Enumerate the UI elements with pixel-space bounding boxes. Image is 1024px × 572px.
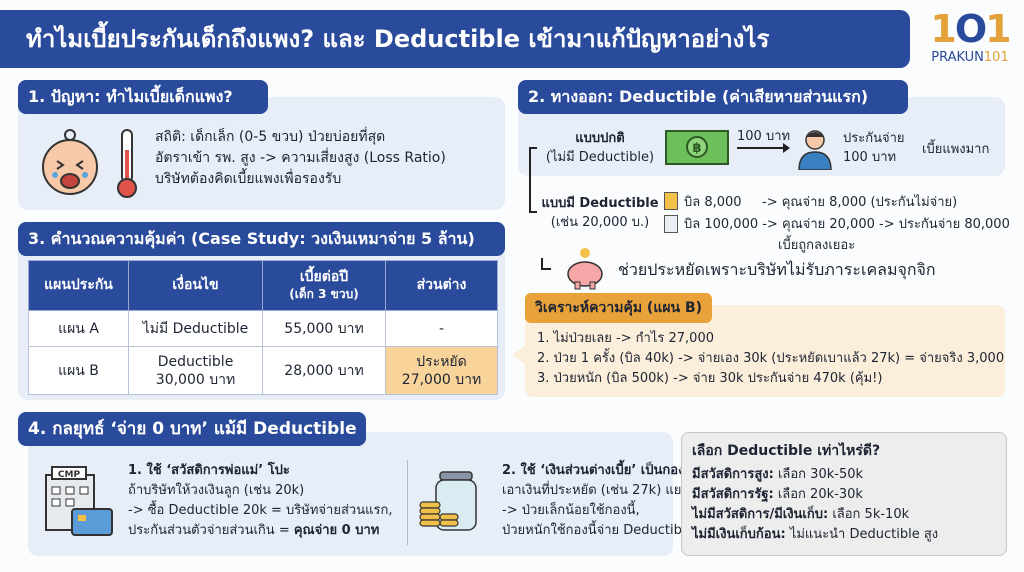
- tip2-line: -> ป่วยเล็กน้อยใช้กองนี้,: [502, 503, 640, 518]
- condition-cell: Deductible 30,000 บาท: [128, 346, 263, 395]
- plan-cell: แผน A: [28, 310, 129, 347]
- bill-small-result: -> คุณจ่าย 8,000 (ประกันไม่จ่าย): [762, 195, 958, 210]
- choose-label: มีสวัสดิการรัฐ:: [692, 487, 774, 502]
- col-plan: แผนประกัน: [28, 260, 129, 311]
- choose-row: ไม่มีสวัสดิการ/มีเงินเก็บ: เลือก 5k-10k: [692, 505, 996, 525]
- choose-row: มีสวัสดิการสูง: เลือก 30k-50k: [692, 465, 996, 485]
- stat-line: สถิติ: เด็กเล็ก (0-5 ขวบ) ป่วยบ่อยที่สุด: [155, 129, 386, 145]
- tip1-result: คุณจ่าย 0 บาท: [293, 523, 380, 538]
- choose-row: ไม่มีเงินเก็บก้อน: ไม่แนะนำ Deductible ส…: [692, 525, 996, 545]
- choose-label: มีสวัสดิการสูง:: [692, 467, 774, 482]
- analysis-list: 1. ไม่ป่วยเลย -> กำไร 27,000 2. ป่วย 1 ค…: [537, 329, 1004, 389]
- choose-value: เลือก 20k-30k: [773, 487, 863, 502]
- section3-title: 3. คำนวณความคุ้มค่า (Case Study: วงเงินเ…: [18, 222, 505, 256]
- condition-cell: ไม่มี Deductible: [128, 310, 263, 347]
- table-row: แผน A ไม่มี Deductible 55,000 บาท -: [28, 310, 498, 347]
- col-premium: เบี้ยต่อปี (เด็ก 3 ขวบ): [262, 260, 386, 311]
- difference-cell: -: [385, 310, 498, 347]
- section1-title: 1. ปัญหา: ทำไมเบี้ยเด็กแพง?: [18, 80, 268, 114]
- section4-title: 4. กลยุทธ์ ‘จ่าย 0 บาท’ แม้มี Deductible: [18, 412, 366, 446]
- tip1: 1. ใช้ ‘สวัสดิการพ่อแม่’ โปะ ถ้าบริษัทให…: [128, 461, 392, 541]
- table-header-row: แผนประกัน เงื่อนไข เบี้ยต่อปี (เด็ก 3 ขวบ…: [28, 260, 498, 311]
- premium-header: เบี้ยต่อปี: [299, 268, 349, 285]
- saving-amount: 27,000 บาท: [401, 371, 482, 388]
- choose-label: ไม่มีสวัสดิการ/มีเงินเก็บ:: [692, 507, 829, 522]
- table-row: แผน B Deductible 30,000 บาท 28,000 บาท ปร…: [28, 346, 498, 395]
- insurer-pays-label: ประกันจ่าย: [843, 131, 905, 146]
- arrowhead-icon: [783, 143, 790, 153]
- ded-sub: (เช่น 20,000 บ.): [550, 215, 650, 230]
- divider: [407, 460, 408, 545]
- analysis-item: 1. ไม่ป่วยเลย -> กำไร 27,000: [537, 331, 714, 346]
- premium-header-sub: (เด็ก 3 ขวบ): [289, 286, 359, 301]
- premium-line: บริษัทต้องคิดเบี้ยแพงเพื่อรองรับ: [155, 171, 342, 187]
- arrow-right-icon: [737, 147, 787, 149]
- bill-icon: [664, 192, 678, 210]
- admission-line: อัตราเข้า รพ. สูง -> ความเสี่ยงสูง (Loss…: [155, 150, 446, 166]
- analysis-title: วิเคราะห์ความคุ้ม (แผน B): [525, 293, 713, 323]
- tip1-line: -> ซื้อ Deductible 20k = บริษัทจ่ายส่วนแ…: [128, 503, 393, 518]
- tip2-line: เอาเงินที่ประหยัด (เช่น 27k) แยกไว้: [502, 483, 704, 498]
- tip2-line: ป่วยหนักใช้กองนี้จ่าย Deductible: [502, 523, 694, 538]
- premium-cell: 55,000 บาท: [262, 310, 386, 347]
- cheaper-label: เบี้ยถูกลงเยอะ: [778, 238, 856, 253]
- banknote-icon: ฿: [665, 130, 729, 165]
- difference-cell: ประหยัด 27,000 บาท: [385, 346, 498, 395]
- choose-value: ไม่แนะนำ Deductible สูง: [785, 527, 939, 542]
- thermometer-icon: [117, 129, 137, 198]
- choose-title: เลือก Deductible เท่าไหร่ดี?: [692, 443, 881, 459]
- comparison-table: แผนประกัน เงื่อนไข เบี้ยต่อปี (เด็ก 3 ขวบ…: [28, 260, 498, 395]
- section1-lines: สถิติ: เด็กเล็ก (0-5 ขวบ) ป่วยบ่อยที่สุด…: [155, 127, 446, 190]
- callout-pointer: [512, 345, 526, 365]
- section1-panel: [18, 97, 505, 210]
- logo-name: PRAKUN: [931, 50, 984, 65]
- tip2: 2. ใช้ ‘เงินส่วนต่างเบี้ย’ เป็นกองทุน: เ…: [502, 461, 707, 541]
- col-difference: ส่วนต่าง: [385, 260, 498, 311]
- analysis-item: 3. ป่วยหนัก (บิล 500k) -> จ่าย 30k ประกั…: [537, 371, 883, 386]
- tip2-title: 2. ใช้ ‘เงินส่วนต่างเบี้ย’ เป็นกองทุน:: [502, 463, 708, 478]
- flow-bracket: [529, 147, 537, 213]
- saving-note: ช่วยประหยัดเพราะบริษัทไม่รับภาระเคลมจุกจ…: [618, 260, 936, 279]
- choose-row: มีสวัสดิการรัฐ: เลือก 20k-30k: [692, 485, 996, 505]
- tip1-line: ประกันส่วนตัวจ่ายส่วนเกิน =: [128, 523, 294, 538]
- expensive-label: เบี้ยแพงมาก: [922, 142, 990, 157]
- bill-icon: [664, 215, 678, 233]
- normal-label: แบบปกติ: [575, 131, 625, 146]
- bill-small: บิล 8,000: [684, 195, 742, 210]
- crying-baby-icon: [42, 129, 98, 195]
- normal-sub: (ไม่มี Deductible): [545, 150, 655, 165]
- condition-line: Deductible: [157, 353, 234, 370]
- premium-cell: 28,000 บาท: [262, 346, 386, 395]
- return-arrow-icon: [541, 258, 551, 270]
- plan-cell: แผน B: [28, 346, 129, 395]
- coin-jar-icon: [419, 471, 477, 531]
- choose-value: เลือก 5k-10k: [828, 507, 910, 522]
- insurer-pays: ประกันจ่าย 100 บาท: [843, 129, 905, 167]
- condition-line: 30,000 บาท: [155, 371, 236, 388]
- choose-value: เลือก 30k-50k: [773, 467, 864, 482]
- page-title: ทำไมเบี้ยประกันเด็กถึงแพง? และ Deductibl…: [0, 10, 910, 68]
- choose-deductible-box: เลือก Deductible เท่าไหร่ดี? มีสวัสดิการ…: [681, 432, 1007, 556]
- logo-number: 101: [983, 50, 1009, 65]
- deductible-plan-label: แบบมี Deductible (เช่น 20,000 บ.): [540, 194, 660, 232]
- tip1-line: ถ้าบริษัทให้วงเงินลูก (เช่น 20k): [128, 483, 305, 498]
- normal-plan-label: แบบปกติ (ไม่มี Deductible): [545, 129, 655, 167]
- piggy-bank-icon: [567, 248, 603, 290]
- arrow-amount: 100 บาท: [737, 129, 791, 144]
- company-card-icon: CMP: [45, 466, 113, 536]
- saving-label: ประหยัด: [416, 353, 467, 370]
- choose-label: ไม่มีเงินเก็บก้อน:: [692, 527, 786, 542]
- section2-title: 2. ทางออก: Deductible (ค่าเสียหายส่วนแรก…: [518, 80, 908, 114]
- analysis-item: 2. ป่วย 1 ครั้ง (บิล 40k) -> จ่ายเอง 30k…: [537, 351, 1005, 366]
- bill-large: บิล 100,000 -> คุณจ่าย 20,000 -> ประกันจ…: [684, 217, 1010, 232]
- tip1-title: 1. ใช้ ‘สวัสดิการพ่อแม่’ โปะ: [128, 463, 290, 478]
- section4-panel: [28, 432, 673, 556]
- col-condition: เงื่อนไข: [128, 260, 263, 311]
- doctor-icon: [798, 130, 832, 170]
- insurer-pays-amount: 100 บาท: [843, 150, 897, 165]
- ded-label: แบบมี Deductible: [541, 196, 659, 211]
- building-sign: CMP: [58, 470, 81, 480]
- svg-text:฿: ฿: [692, 141, 701, 156]
- prakun101-logo: 1O1 PRAKUN101: [930, 7, 1011, 65]
